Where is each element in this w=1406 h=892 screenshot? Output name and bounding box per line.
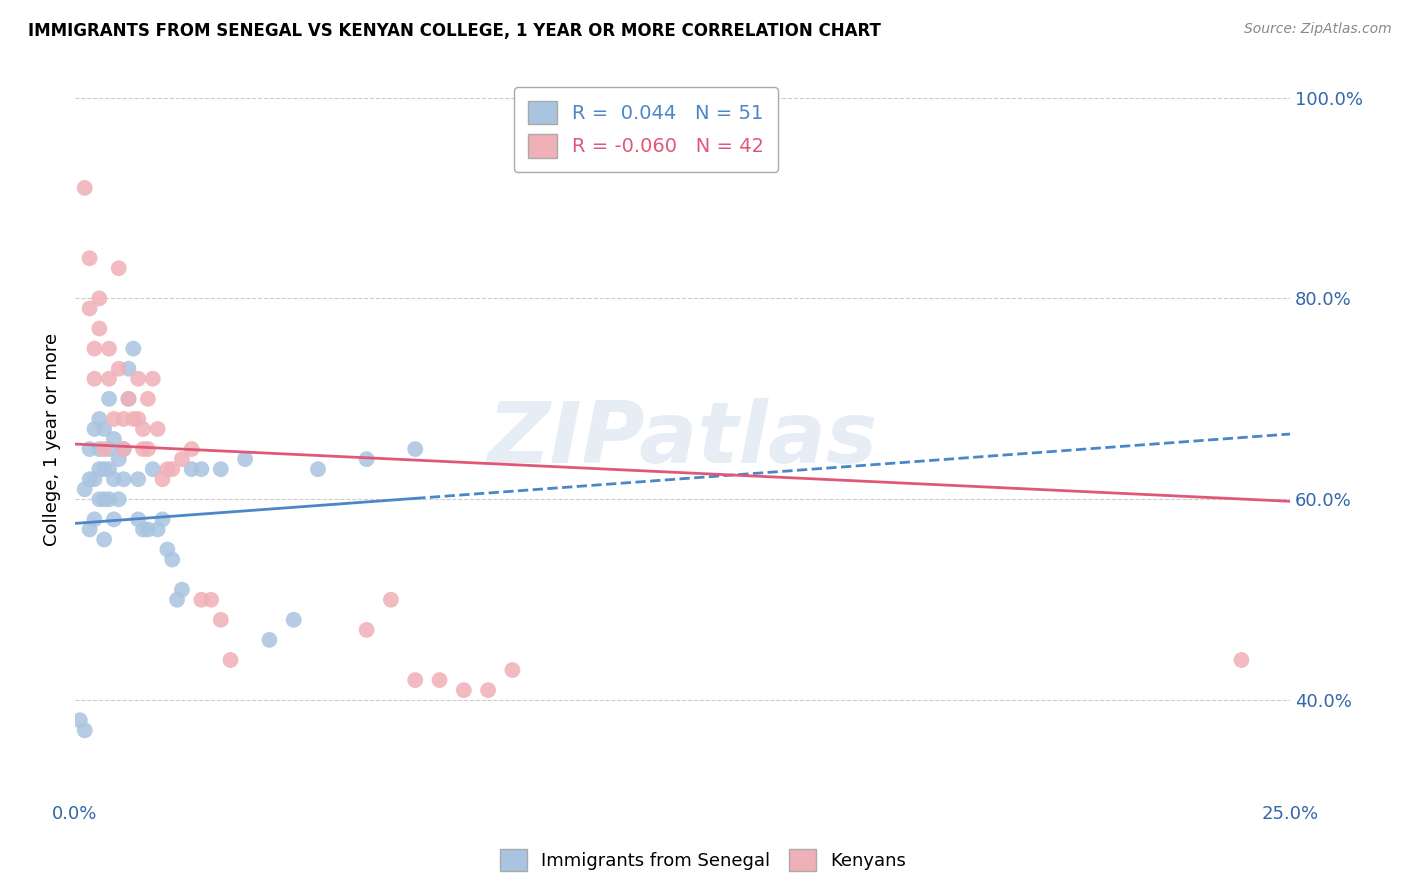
Point (93, 533, 115, 547)
Legend: Immigrants from Senegal, Kenyans: Immigrants from Senegal, Kenyans (492, 842, 914, 879)
Point (83, 342, 105, 356)
Point (453, 683, 475, 698)
Text: Source: ZipAtlas.com: Source: ZipAtlas.com (1244, 22, 1392, 37)
Point (233, 452, 256, 467)
Point (79, 523, 101, 537)
Point (79, 252, 101, 266)
Point (1230, 653, 1253, 667)
Point (83, 372, 105, 386)
Point (501, 663, 523, 677)
Text: IMMIGRANTS FROM SENEGAL VS KENYAN COLLEGE, 1 YEAR OR MORE CORRELATION CHART: IMMIGRANTS FROM SENEGAL VS KENYAN COLLEG… (28, 22, 882, 40)
Point (93, 422, 115, 436)
Point (117, 392, 139, 406)
Point (136, 523, 159, 537)
Point (73, 482, 96, 496)
Point (127, 372, 149, 386)
Point (429, 673, 451, 687)
Point (152, 512, 174, 526)
Point (98, 392, 121, 406)
Point (69, 713, 91, 727)
Point (98, 462, 121, 476)
Point (79, 301, 101, 316)
Point (132, 442, 155, 456)
Point (190, 592, 212, 607)
Point (83, 472, 105, 486)
Y-axis label: College, 1 year or more: College, 1 year or more (44, 333, 60, 546)
Point (98, 342, 121, 356)
Point (190, 462, 212, 476)
Point (200, 592, 222, 607)
Point (152, 472, 174, 486)
Point (209, 613, 232, 627)
Legend: R =  0.044   N = 51, R = -0.060   N = 42: R = 0.044 N = 51, R = -0.060 N = 42 (515, 87, 778, 171)
Point (142, 372, 165, 386)
Point (219, 653, 242, 667)
Point (89, 442, 111, 456)
Point (127, 512, 149, 526)
Point (170, 582, 193, 597)
Point (404, 442, 426, 456)
Point (107, 452, 129, 467)
Point (122, 342, 145, 356)
Point (93, 492, 115, 507)
Point (89, 292, 111, 306)
Point (259, 632, 281, 647)
Text: ZIPatlas: ZIPatlas (488, 398, 877, 481)
Point (103, 412, 125, 426)
Point (136, 392, 159, 406)
Point (307, 462, 329, 476)
Point (404, 673, 426, 687)
Point (107, 261, 129, 276)
Point (107, 361, 129, 376)
Point (83, 422, 105, 436)
Point (136, 442, 159, 456)
Point (156, 462, 179, 476)
Point (117, 361, 139, 376)
Point (180, 462, 202, 476)
Point (356, 623, 378, 637)
Point (93, 462, 115, 476)
Point (112, 412, 135, 426)
Point (132, 523, 155, 537)
Point (477, 683, 499, 698)
Point (112, 472, 135, 486)
Point (107, 492, 129, 507)
Point (132, 422, 155, 436)
Point (103, 472, 125, 486)
Point (83, 512, 105, 526)
Point (122, 412, 145, 426)
Point (112, 442, 135, 456)
Point (180, 442, 202, 456)
Point (89, 321, 111, 335)
Point (166, 592, 188, 607)
Point (209, 462, 232, 476)
Point (356, 452, 378, 467)
Point (93, 442, 115, 456)
Point (117, 392, 139, 406)
Point (98, 492, 121, 507)
Point (160, 462, 183, 476)
Point (146, 422, 169, 436)
Point (103, 432, 125, 446)
Point (160, 552, 183, 566)
Point (142, 462, 165, 476)
Point (89, 492, 111, 507)
Point (98, 442, 121, 456)
Point (127, 412, 149, 426)
Point (73, 723, 96, 738)
Point (89, 462, 111, 476)
Point (73, 181, 96, 195)
Point (380, 592, 402, 607)
Point (127, 472, 149, 486)
Point (89, 412, 111, 426)
Point (112, 442, 135, 456)
Point (79, 472, 101, 486)
Point (170, 452, 193, 467)
Point (79, 442, 101, 456)
Point (156, 542, 179, 557)
Point (146, 523, 169, 537)
Point (103, 512, 125, 526)
Point (283, 613, 305, 627)
Point (98, 372, 121, 386)
